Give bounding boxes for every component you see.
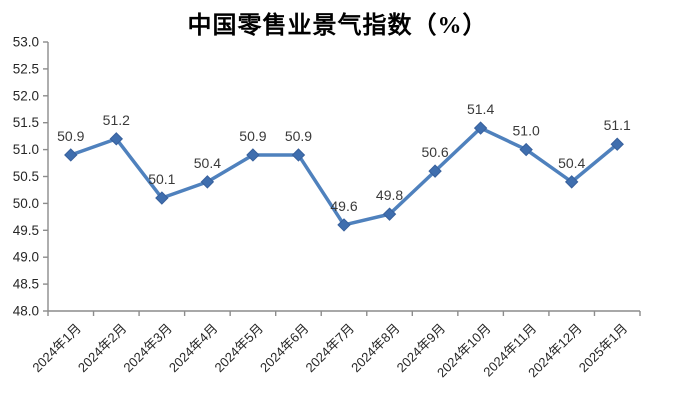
data-point-marker [109, 132, 124, 146]
chart-title: 中国零售业景气指数（%） [187, 13, 488, 39]
y-tick-label: 51.0 [13, 142, 39, 157]
x-axis-label: 2025年1月 [576, 321, 631, 376]
y-tick-label: 51.5 [13, 115, 39, 130]
y-tick-label: 48.5 [13, 277, 39, 292]
y-tick-label: 48.0 [13, 304, 39, 319]
y-tick-label: 50.5 [13, 169, 39, 184]
data-point-marker [337, 218, 351, 232]
y-tick-label: 50.0 [13, 196, 39, 211]
data-point-label: 50.1 [148, 171, 175, 187]
data-point-label: 51.2 [103, 112, 130, 128]
x-axis-label: 2024年1月 [29, 321, 84, 376]
data-point-marker [519, 142, 533, 157]
data-point-label: 50.9 [285, 128, 312, 144]
x-axis-label: 2024年7月 [303, 321, 358, 376]
data-point-marker [291, 148, 306, 162]
data-point-label: 51.4 [467, 101, 494, 117]
data-point-label: 50.4 [194, 155, 221, 171]
data-point-marker [564, 175, 579, 189]
data-point-label: 49.8 [376, 187, 403, 203]
data-point-marker [473, 121, 488, 135]
data-point-marker [200, 175, 215, 189]
data-point-label: 51.0 [513, 123, 540, 139]
x-axis-label: 2024年2月 [75, 321, 130, 376]
x-axis-label: 2024年3月 [120, 321, 175, 376]
x-axis-label: 2024年5月 [211, 321, 266, 376]
data-point-marker [246, 148, 260, 162]
data-point-label: 50.6 [421, 144, 448, 160]
x-axis-label: 2024年6月 [257, 321, 312, 376]
x-axis-label: 2024年4月 [166, 321, 221, 376]
y-tick-label: 52.0 [13, 88, 39, 103]
data-point-label: 50.9 [239, 128, 266, 144]
data-point-marker [382, 207, 397, 221]
data-point-label: 51.1 [604, 117, 631, 133]
y-tick-label: 52.5 [13, 61, 39, 76]
data-point-marker [64, 148, 78, 162]
data-point-label: 50.4 [558, 155, 585, 171]
y-tick-label: 49.0 [13, 250, 39, 265]
data-point-marker [610, 137, 624, 151]
data-point-label: 49.6 [330, 198, 357, 214]
data-point-label: 50.9 [57, 128, 84, 144]
data-point-marker [428, 164, 442, 178]
data-point-marker [155, 191, 169, 205]
y-tick-label: 49.5 [13, 223, 39, 238]
x-axis-label: 2024年8月 [348, 321, 403, 376]
y-tick-label: 53.0 [13, 35, 39, 50]
